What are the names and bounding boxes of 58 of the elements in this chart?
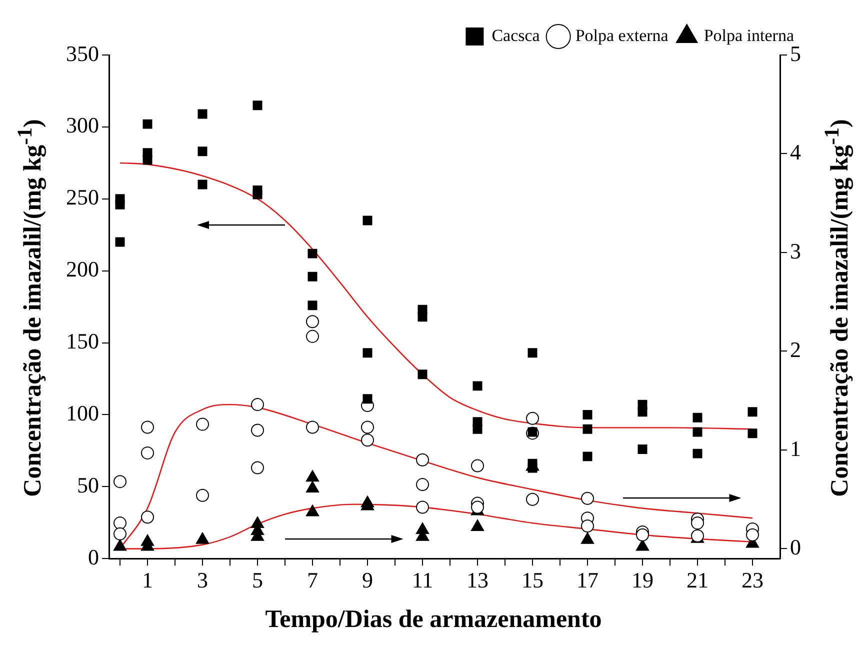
y-tick-label: 100 bbox=[66, 400, 99, 426]
point bbox=[252, 100, 262, 110]
legend-label: Polpa externa bbox=[575, 26, 669, 45]
point bbox=[638, 407, 648, 417]
point bbox=[362, 348, 372, 358]
y-tick-label: 0 bbox=[88, 544, 99, 570]
point bbox=[198, 146, 208, 156]
x-tick-label: 15 bbox=[522, 568, 544, 593]
point bbox=[528, 348, 538, 358]
point bbox=[142, 119, 152, 129]
y2-tick-label: 1 bbox=[790, 436, 801, 461]
y-tick-label: 50 bbox=[77, 472, 99, 498]
point bbox=[362, 394, 372, 404]
point bbox=[308, 300, 318, 310]
x-tick-label: 3 bbox=[197, 568, 208, 593]
point bbox=[582, 424, 592, 434]
y2-tick-label: 3 bbox=[790, 238, 801, 264]
x-tick-label: 19 bbox=[632, 568, 654, 593]
point bbox=[692, 427, 702, 437]
point bbox=[362, 216, 372, 226]
point bbox=[472, 381, 482, 391]
point bbox=[748, 428, 758, 438]
y-tick-label: 200 bbox=[66, 256, 99, 282]
y-tick-label: 150 bbox=[66, 328, 99, 354]
x-axis-title: Tempo/Dias de armazenamento bbox=[264, 606, 603, 634]
point bbox=[308, 272, 318, 282]
y-tick-label: 250 bbox=[66, 184, 99, 210]
point bbox=[748, 407, 758, 417]
y-tick-label: 350 bbox=[66, 40, 99, 66]
point bbox=[198, 109, 208, 119]
point bbox=[418, 370, 428, 380]
point bbox=[692, 448, 702, 458]
point bbox=[582, 410, 592, 420]
x-tick-label: 9 bbox=[362, 568, 373, 593]
point bbox=[472, 424, 482, 434]
x-tick-label: 17 bbox=[576, 568, 598, 593]
x-tick-label: 5 bbox=[252, 568, 263, 593]
point bbox=[582, 452, 592, 462]
point bbox=[252, 190, 262, 200]
y2-tick-label: 0 bbox=[790, 534, 801, 560]
point bbox=[692, 412, 702, 422]
point bbox=[115, 237, 125, 247]
x-tick-label: 13 bbox=[466, 568, 488, 593]
point bbox=[198, 180, 208, 190]
x-tick-label: 7 bbox=[307, 568, 318, 593]
y2-tick-label: 4 bbox=[790, 140, 801, 165]
point bbox=[308, 248, 318, 258]
point bbox=[418, 312, 428, 322]
point bbox=[115, 200, 125, 210]
x-tick-label: 1 bbox=[142, 568, 153, 593]
x-tick-label: 23 bbox=[742, 568, 764, 593]
point bbox=[142, 155, 152, 165]
y2-tick-label: 2 bbox=[790, 337, 801, 362]
point bbox=[638, 444, 648, 454]
legend-label: Cacsca bbox=[492, 26, 540, 45]
x-tick-label: 21 bbox=[686, 568, 708, 593]
y-tick-label: 300 bbox=[66, 112, 99, 138]
x-tick-label: 11 bbox=[412, 568, 434, 593]
